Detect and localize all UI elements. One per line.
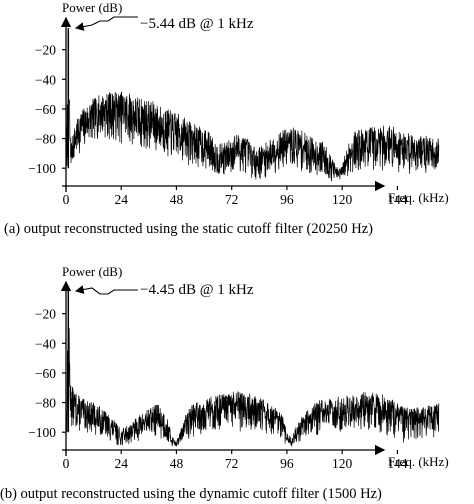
y-tick-label: −40 [35,336,56,351]
x-tick-label: 120 [332,456,353,471]
annotation-b: −4.45 dB @ 1 kHz [140,282,254,298]
y-tick-label: −80 [35,396,56,411]
x-tick-label: 120 [332,192,353,207]
traces-b [65,290,440,447]
y-tick-label: −100 [28,425,56,440]
x-axis-label-a: Freq. (kHz) [388,190,449,205]
x-ticks-a: 0 24 48 72 96 120 144 [63,186,408,207]
x-tick-label: 144 [387,456,408,471]
y-tick-label: −100 [28,161,56,176]
spectrum-trace [65,30,440,182]
x-tick-label: 24 [114,456,128,471]
caption-a: (a) output reconstructed using the stati… [4,221,373,237]
caption-b: (b) output reconstructed using the dynam… [0,486,382,502]
chart-panel-a: −20 −40 −60 −80 −100 0 24 48 72 96 120 144 Power (… [4,0,449,237]
x-axis-label-b: Freq. (kHz) [388,454,449,469]
y-tick-label: −20 [35,43,56,58]
x-tick-label: 0 [63,456,70,471]
x-tick-label: 72 [225,192,239,207]
y-tick-label: −20 [35,307,56,322]
x-tick-label: 48 [170,456,184,471]
x-tick-label: 144 [387,192,408,207]
y-axis-label-a: Power (dB) [62,0,122,15]
y-ticks-b: −20 −40 −60 −80 −100 [28,307,66,440]
x-tick-label: 96 [280,456,294,471]
y-ticks-a: −20 −40 −60 −80 −100 [28,43,66,176]
annotation-a: −5.44 dB @ 1 kHz [140,16,254,32]
y-axis-label-b: Power (dB) [62,264,122,279]
y-tick-label: −40 [35,72,56,87]
annotation-arrow-b [74,285,138,295]
x-tick-label: 72 [225,456,239,471]
y-tick-label: −80 [35,132,56,147]
x-tick-label: 0 [63,192,70,207]
spectrum-trace [65,322,440,447]
x-tick-label: 48 [170,192,184,207]
x-tick-label: 96 [280,192,294,207]
y-tick-label: −60 [35,366,56,381]
traces-a [65,28,440,182]
x-ticks-b: 0 24 48 72 96 120 144 [63,450,408,471]
y-tick-label: −60 [35,102,56,117]
chart-panel-b: −20 −40 −60 −80 −100 0 24 48 72 96 120 144 Power (… [0,264,449,502]
x-tick-label: 24 [114,192,128,207]
annotation-arrow-a [74,16,138,31]
